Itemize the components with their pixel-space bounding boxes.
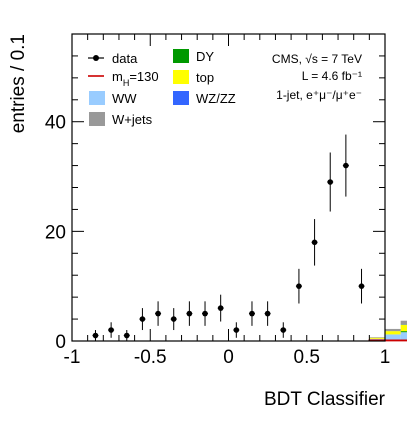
- annotation-channel: 1-jet, e⁺μ⁻/μ⁺e⁻: [276, 88, 362, 102]
- legend-swatch-wjets: [89, 112, 105, 126]
- bar-top-1: [385, 331, 401, 335]
- legend-swatch-wzzz: [173, 91, 189, 105]
- data-point-5: [170, 316, 177, 322]
- y-tick-labels: 0 20 40: [45, 113, 66, 353]
- x-tick-label-0: 0: [223, 347, 234, 368]
- y-tick-label-40: 40: [45, 113, 66, 134]
- legend-data-marker: [93, 55, 99, 61]
- legend-label-signal: mH=130: [112, 69, 159, 88]
- stacked-bars: [369, 320, 407, 341]
- bar-wz-zz-2: [400, 324, 407, 325]
- x-tick-label-1: 1: [380, 347, 391, 368]
- data-point-10: [249, 310, 255, 317]
- x-tick-label-0-5: 0.5: [294, 347, 320, 368]
- bar-ww-2: [400, 332, 407, 341]
- annotations: CMS, √s = 7 TeV L = 4.6 fb⁻¹ 1-jet, e⁺μ⁻…: [272, 52, 362, 102]
- annotation-experiment: CMS, √s = 7 TeV: [272, 52, 362, 66]
- legend: data mH=130 WW W+jets DY top WZ/ZZ: [88, 49, 236, 127]
- annotation-luminosity: L = 4.6 fb⁻¹: [302, 69, 362, 83]
- data-point-17: [358, 283, 365, 289]
- axis-ticks: [71, 33, 386, 342]
- bar-w-jets-0: [369, 337, 385, 338]
- x-tick-label-minus-0-5: -0.5: [134, 347, 167, 368]
- bar-dy-2: [400, 331, 407, 333]
- data-point-13: [296, 283, 302, 289]
- bar-w-jets-2: [400, 320, 407, 325]
- bar-ww-1: [385, 334, 401, 341]
- bar-top-2: [400, 324, 407, 332]
- legend-label-ww: WW: [112, 91, 137, 106]
- data-point-6: [186, 310, 193, 317]
- bar-w-jets-1: [385, 328, 401, 332]
- data-point-15: [327, 179, 334, 185]
- legend-swatch-dy: [173, 49, 189, 63]
- data-point-16: [343, 162, 349, 169]
- y-tick-label-0: 0: [55, 332, 66, 353]
- legend-swatch-top: [173, 70, 189, 84]
- data-point-7: [202, 310, 208, 317]
- data-point-8: [217, 305, 224, 311]
- y-axis-title: entries / 0.1: [8, 34, 29, 133]
- data-point-14: [311, 239, 318, 246]
- legend-label-dy: DY: [196, 49, 214, 64]
- data-point-9: [233, 327, 240, 333]
- data-point-3: [139, 316, 146, 322]
- x-tick-label-minus-1: -1: [64, 347, 81, 368]
- data-point-2: [123, 332, 130, 339]
- data-point-12: [280, 327, 287, 333]
- y-tick-label-20: 20: [45, 222, 66, 243]
- legend-label-data: data: [112, 51, 138, 66]
- data-point-0: [92, 332, 99, 339]
- data-point-11: [264, 310, 271, 317]
- data-points: [92, 134, 365, 341]
- legend-label-top: top: [196, 70, 214, 85]
- bar-top-0: [369, 337, 385, 339]
- x-tick-labels: -1 -0.5 0 0.5 1: [64, 347, 391, 368]
- legend-label-wjets: W+jets: [112, 112, 153, 127]
- data-point-4: [155, 310, 161, 317]
- legend-swatch-ww: [89, 91, 105, 105]
- data-point-1: [108, 327, 114, 333]
- legend-label-wzzz: WZ/ZZ: [196, 91, 236, 106]
- x-axis-title: BDT Classifier: [264, 389, 386, 410]
